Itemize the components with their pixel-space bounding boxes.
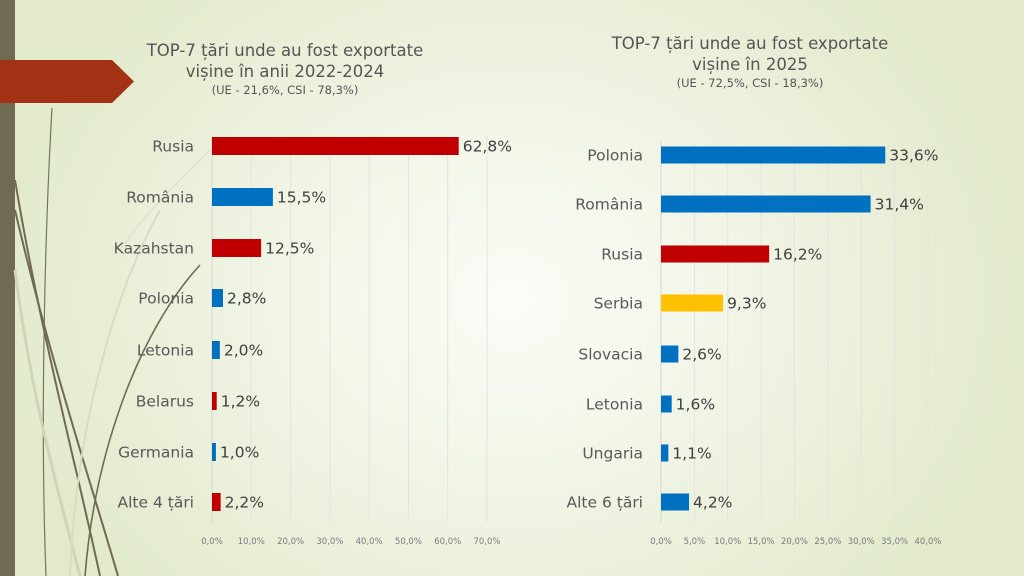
chart1-data-label: 2,8% [227, 290, 266, 308]
chart1-title-line1: TOP-7 țări unde au fost exportate [146, 41, 424, 60]
chart1-bar [212, 137, 459, 155]
chart2-xtick-label: 0,0% [650, 537, 672, 547]
chart1-category-label: Belarus [136, 393, 194, 411]
chart1-data-label: 1,2% [221, 393, 260, 411]
chart1-xtick-label: 30,0% [316, 537, 343, 547]
chart2-data-label: 1,6% [676, 396, 715, 414]
chart1-bar [212, 289, 223, 307]
chart1-xtick-label: 70,0% [473, 537, 500, 547]
chart2-bar [661, 146, 886, 164]
accent-arrow-shape [0, 60, 134, 103]
chart2-category-label: Slovacia [578, 346, 643, 364]
chart2-category-label: Polonia [587, 147, 643, 165]
chart2-data-label: 33,6% [889, 147, 938, 165]
chart1-bar [212, 239, 262, 257]
chart2-data-label: 2,6% [682, 346, 721, 364]
chart1-bar [212, 493, 221, 511]
chart2-title-line1: TOP-7 țări unde au fost exportate [611, 34, 889, 53]
chart1-title-line2: vișine în anii 2022-2024 [185, 62, 385, 81]
chart1-bar [212, 341, 220, 359]
chart1-xtick-label: 10,0% [238, 537, 265, 547]
chart1-xtick-label: 20,0% [277, 537, 304, 547]
chart2-category-label: România [575, 196, 643, 214]
chart2-xtick-label: 10,0% [714, 537, 741, 547]
chart2-data-label: 1,1% [672, 445, 711, 463]
chart2-subtitle: (UE - 72,5%, CSI - 18,3%) [676, 76, 824, 90]
chart1-xtick-label: 50,0% [395, 537, 422, 547]
chart1-data-label: 12,5% [265, 240, 314, 258]
chart2-bar [661, 444, 669, 462]
chart2-xtick-label: 35,0% [881, 537, 908, 547]
chart2-bar [661, 395, 672, 413]
chart2-category-label: Ungaria [582, 445, 643, 463]
chart1-data-label: 2,2% [225, 494, 264, 512]
chart1-category-label: Polonia [138, 290, 194, 308]
slide-sidebar-band [0, 0, 15, 576]
chart1-bar [212, 443, 216, 461]
chart2-xtick-label: 40,0% [914, 537, 941, 547]
chart1-data-label: 62,8% [463, 138, 512, 156]
chart1-data-label: 1,0% [220, 444, 259, 462]
chart1-category-label: Kazahstan [114, 240, 194, 258]
chart2-xtick-label: 20,0% [781, 537, 808, 547]
decorative-curves [13, 107, 211, 576]
chart2-bar [661, 195, 871, 213]
chart2-title: TOP-7 țări unde au fost exportate vișine… [570, 33, 930, 91]
chart1-xtick-label: 60,0% [434, 537, 461, 547]
chart2-category-label: Rusia [601, 246, 643, 264]
chart1-bar [212, 392, 217, 410]
chart2-xtick-label: 25,0% [814, 537, 841, 547]
chart1-category-label: Alte 4 țări [118, 494, 195, 512]
chart1-xtick-label: 40,0% [356, 537, 383, 547]
chart2-bar [661, 345, 679, 363]
chart1-data-label: 15,5% [277, 189, 326, 207]
chart1-category-label: Germania [118, 444, 194, 462]
chart2-data-label: 31,4% [875, 196, 924, 214]
chart1-category-label: România [126, 189, 194, 207]
chart2-data-label: 9,3% [727, 295, 766, 313]
chart1-category-label: Letonia [137, 342, 194, 360]
chart2-data-label: 4,2% [693, 494, 732, 512]
chart2-data-label: 16,2% [773, 246, 822, 264]
chart2-xtick-label: 30,0% [848, 537, 875, 547]
chart2-bar [661, 493, 690, 511]
chart2-bar [661, 245, 770, 263]
chart2-category-label: Serbia [594, 295, 643, 313]
chart1-subtitle: (UE - 21,6%, CSI - 78,3%) [211, 83, 359, 97]
chart2-bar [661, 294, 724, 312]
chart2-xtick-label: 15,0% [748, 537, 775, 547]
chart1-title: TOP-7 țări unde au fost exportate vișine… [110, 40, 460, 98]
chart2-title-line2: vișine în 2025 [692, 55, 808, 74]
chart2-xtick-label: 5,0% [684, 537, 706, 547]
chart1-bar [212, 188, 273, 206]
chart1-category-label: Rusia [152, 138, 194, 156]
chart2-category-label: Alte 6 țări [567, 494, 644, 512]
chart1-data-label: 2,0% [224, 342, 263, 360]
chart2-category-label: Letonia [586, 396, 643, 414]
chart1-xtick-label: 0,0% [201, 537, 223, 547]
